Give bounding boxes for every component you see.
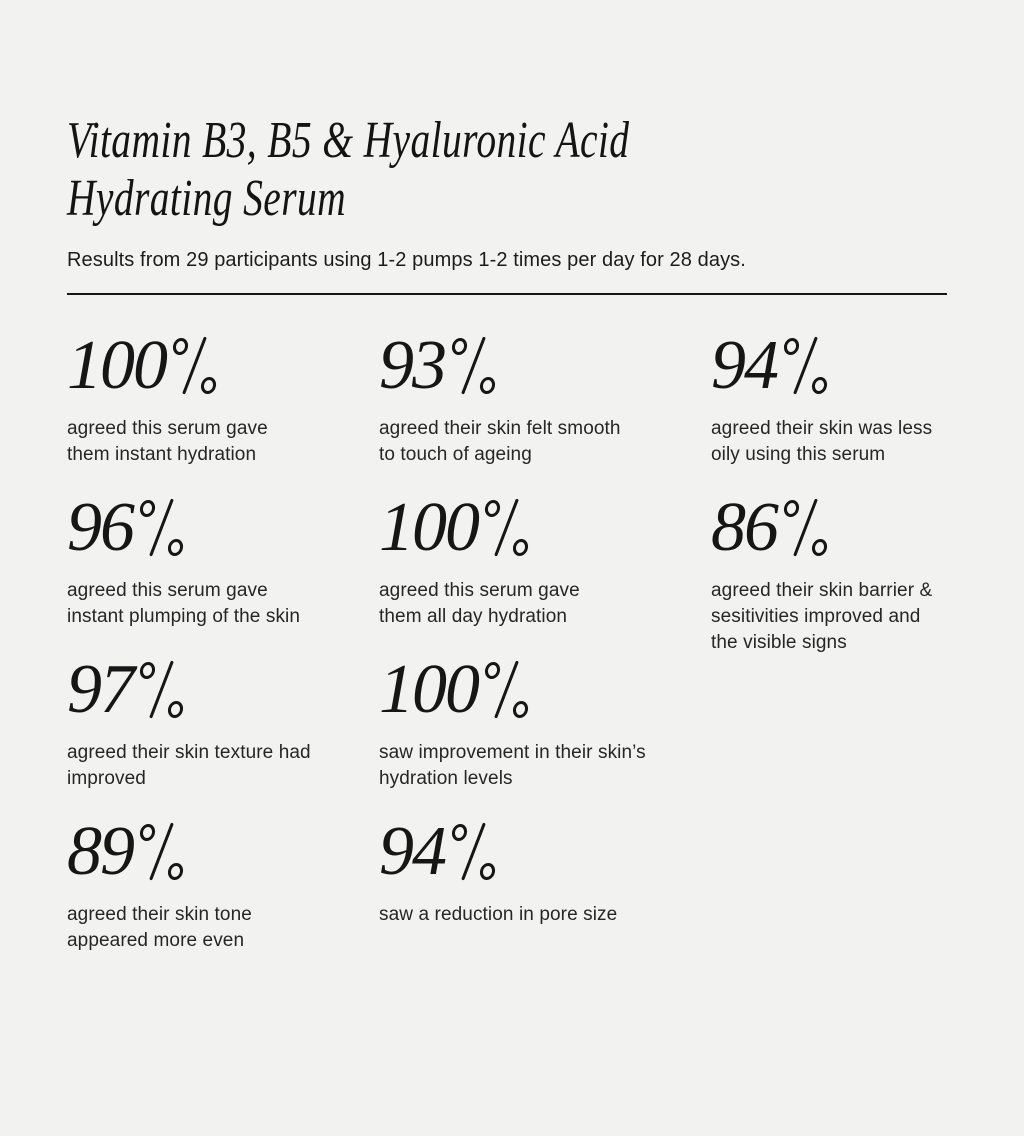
stat-card: 89 agreed their skin tone appeared more … <box>67 817 379 979</box>
infographic-panel: Vitamin B3, B5 & Hyaluronic Acid Hydrati… <box>67 112 947 979</box>
stat-description: saw improvement in their skin’s hydratio… <box>379 742 646 789</box>
stat-description: agreed their skin barrier & sesitivities… <box>711 580 933 653</box>
stat-card: 100 agreed this serum gave them all day … <box>379 493 711 655</box>
stat-card: 94 saw a reduction in pore size <box>379 817 711 979</box>
stat-card: 96 agreed this serum gave instant plumpi… <box>67 493 379 655</box>
stat-card: 97 agreed their skin texture had improve… <box>67 655 379 817</box>
stat-value: 93 <box>379 331 711 401</box>
study-subtitle: Results from 29 participants using 1-2 p… <box>67 249 746 271</box>
stat-number: 89 <box>67 813 135 890</box>
stat-card: 100 saw improvement in their skin’s hydr… <box>379 655 711 817</box>
percent-icon <box>783 336 828 395</box>
stat-description: agreed this serum gave them all day hydr… <box>379 580 580 627</box>
stat-value: 94 <box>711 331 947 401</box>
percent-icon <box>172 336 217 395</box>
stat-description: agreed their skin was less oily using th… <box>711 418 933 465</box>
stat-number: 97 <box>67 651 135 728</box>
stat-number: 94 <box>711 327 779 404</box>
stat-card: 93 agreed their skin felt smooth to touc… <box>379 331 711 493</box>
stat-number: 100 <box>67 327 168 404</box>
percent-icon <box>139 660 184 719</box>
stat-description: agreed this serum gave them instant hydr… <box>67 418 268 465</box>
stat-value: 97 <box>67 655 379 725</box>
stat-number: 94 <box>379 813 447 890</box>
percent-icon <box>783 498 828 557</box>
stat-description: agreed their skin texture had improved <box>67 742 311 789</box>
product-title: Vitamin B3, B5 & Hyaluronic Acid Hydrati… <box>67 112 630 227</box>
percent-icon <box>484 660 529 719</box>
stat-card: 94 agreed their skin was less oily using… <box>711 331 947 493</box>
divider-rule <box>67 293 947 295</box>
stat-number: 100 <box>379 651 480 728</box>
stat-value: 86 <box>711 493 947 563</box>
stat-value: 100 <box>67 331 379 401</box>
stats-grid: 100 agreed this serum gave them instant … <box>67 331 947 979</box>
stat-value: 94 <box>379 817 711 887</box>
percent-icon <box>451 336 496 395</box>
stat-card: 86 agreed their skin barrier & sesitivit… <box>711 493 947 655</box>
stat-value: 100 <box>379 493 711 563</box>
stat-description: saw a reduction in pore size <box>379 904 618 925</box>
stat-number: 100 <box>379 489 480 566</box>
stat-card: 100 agreed this serum gave them instant … <box>67 331 379 493</box>
percent-icon <box>139 498 184 557</box>
percent-icon <box>139 822 184 881</box>
percent-icon <box>451 822 496 881</box>
stat-value: 89 <box>67 817 379 887</box>
stat-description: agreed this serum gave instant plumping … <box>67 580 301 627</box>
stat-number: 86 <box>711 489 779 566</box>
percent-icon <box>484 498 529 557</box>
stat-number: 93 <box>379 327 447 404</box>
stat-number: 96 <box>67 489 135 566</box>
stat-value: 100 <box>379 655 711 725</box>
stat-description: agreed their skin felt smooth to touch o… <box>379 418 621 465</box>
stat-description: agreed their skin tone appeared more eve… <box>67 904 252 951</box>
stat-value: 96 <box>67 493 379 563</box>
